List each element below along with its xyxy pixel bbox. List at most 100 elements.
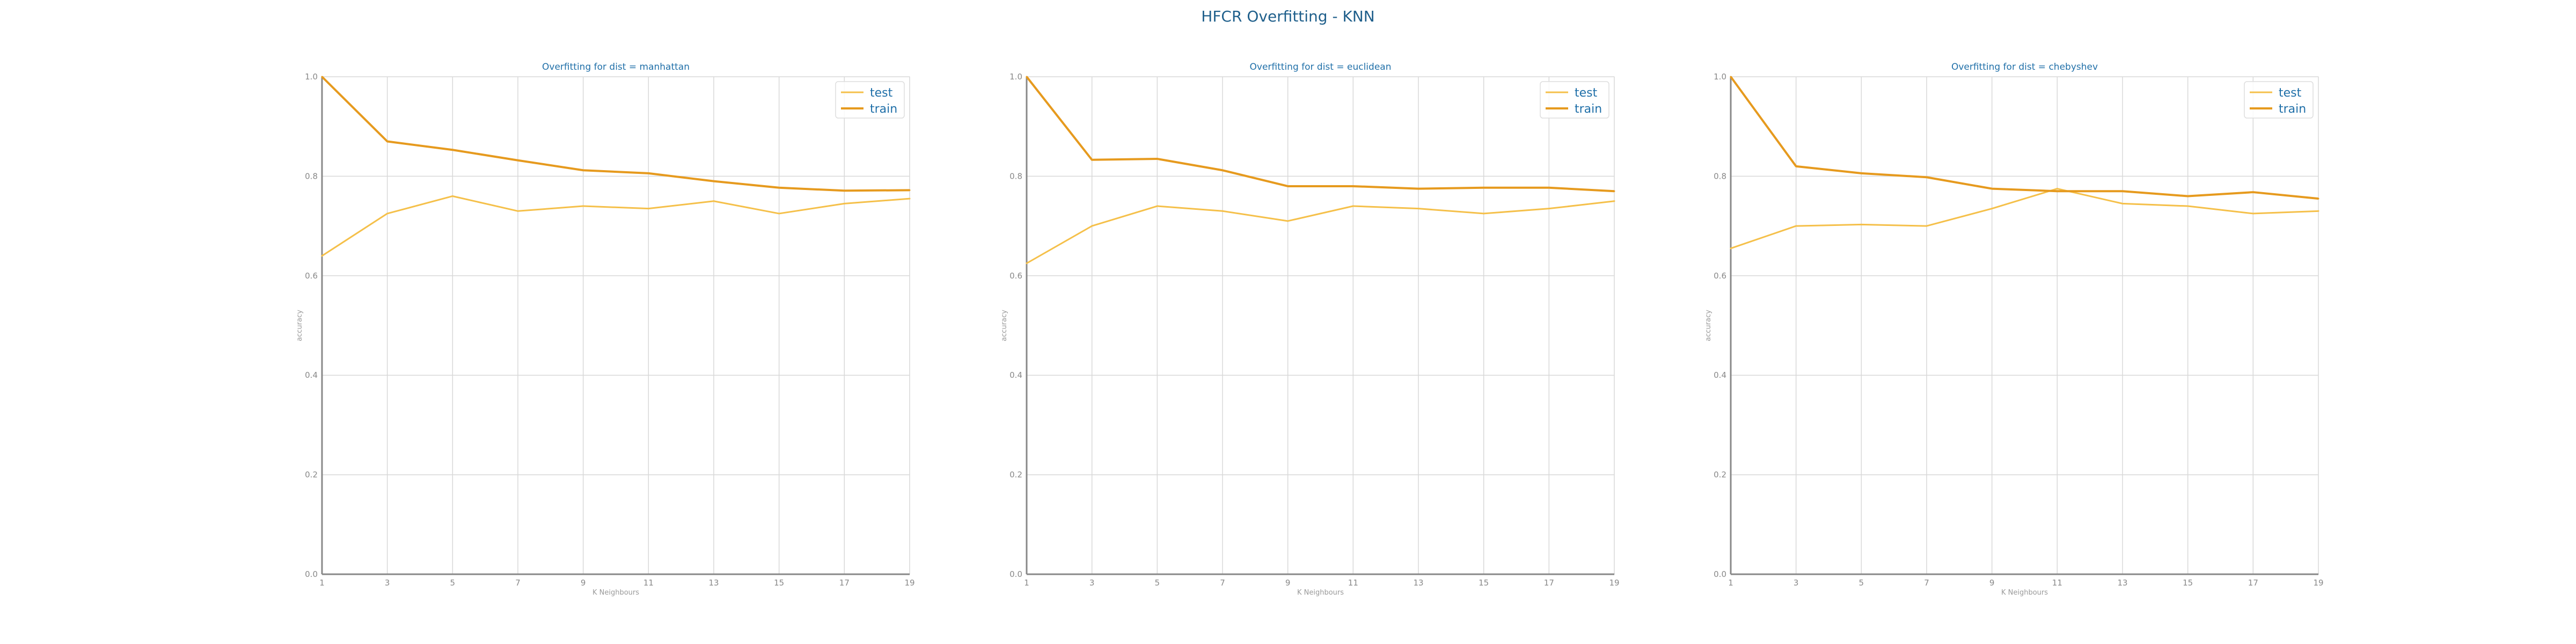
chart-title: Overfitting for dist = euclidean xyxy=(1250,62,1392,72)
data-point-train xyxy=(2056,190,2058,192)
data-point-test xyxy=(713,200,715,202)
series-line-train xyxy=(1730,76,2319,200)
plot-area xyxy=(321,76,910,575)
x-axis-label: K Neighbours xyxy=(1297,589,1344,597)
data-point-train xyxy=(1417,188,1419,190)
data-point-train xyxy=(386,141,389,143)
data-point-test xyxy=(386,213,389,215)
y-tick-label: 0.0 xyxy=(305,569,318,579)
series-line-train xyxy=(321,76,910,192)
data-point-train xyxy=(2317,197,2319,200)
x-tick-label: 7 xyxy=(1924,578,1929,588)
x-tick-label: 15 xyxy=(1479,578,1489,588)
x-tick-label: 15 xyxy=(774,578,784,588)
data-point-test xyxy=(1026,262,1028,265)
legend: test train xyxy=(2244,81,2314,119)
data-point-test xyxy=(843,202,845,204)
data-point-train xyxy=(517,159,519,162)
data-point-train xyxy=(1926,176,1928,178)
x-tick-label: 3 xyxy=(1794,578,1799,588)
x-tick-label: 7 xyxy=(1220,578,1225,588)
data-point-train xyxy=(2252,191,2254,193)
data-point-train xyxy=(2121,190,2124,192)
chart-panel-1: 1 3 5 7 9 11 13 15 17 190.00.20.40.60.81.0Overfit… xyxy=(1000,62,1620,597)
x-tick-label: 1 xyxy=(1728,578,1733,588)
data-point-test xyxy=(582,205,584,207)
y-tick-label: 0.4 xyxy=(1009,370,1022,380)
x-tick-label: 11 xyxy=(2052,578,2062,588)
series-line-test xyxy=(321,195,910,257)
x-axis-label: K Neighbours xyxy=(2001,589,2048,597)
data-point-test xyxy=(1417,208,1419,210)
data-point-test xyxy=(321,255,323,257)
plot-area xyxy=(1730,76,2319,575)
x-tick-label: 11 xyxy=(643,578,654,588)
legend-label-train: train xyxy=(2279,103,2306,116)
x-tick-label: 9 xyxy=(581,578,586,588)
y-tick-label: 0.6 xyxy=(1009,271,1022,281)
data-point-test xyxy=(1860,223,1862,225)
data-point-test xyxy=(909,197,911,200)
plot-area xyxy=(1026,76,1615,575)
chart-title: Overfitting for dist = manhattan xyxy=(542,62,690,72)
data-point-test xyxy=(1287,220,1289,222)
x-tick-label: 17 xyxy=(1544,578,1554,588)
data-point-test xyxy=(778,213,780,215)
x-tick-label: 13 xyxy=(1413,578,1423,588)
x-tick-label: 19 xyxy=(1609,578,1619,588)
data-point-test xyxy=(2056,188,2058,190)
data-point-train xyxy=(1613,190,1615,192)
y-tick-label: 0.8 xyxy=(1009,171,1022,181)
legend-label-test: test xyxy=(870,86,893,100)
figure-title: HFCR Overfitting - KNN xyxy=(1201,8,1375,25)
x-tick-label: 1 xyxy=(1024,578,1029,588)
data-point-train xyxy=(2187,195,2189,197)
data-point-train xyxy=(1860,172,1862,174)
x-tick-label: 15 xyxy=(2183,578,2193,588)
y-tick-label: 0.8 xyxy=(1714,171,1726,181)
data-point-train xyxy=(1287,185,1289,187)
y-tick-label: 0.8 xyxy=(305,171,318,181)
data-point-test xyxy=(1613,200,1615,202)
x-tick-label: 17 xyxy=(2248,578,2258,588)
data-point-train xyxy=(1548,187,1550,189)
y-tick-label: 0.2 xyxy=(1714,470,1726,480)
data-point-test xyxy=(1091,225,1093,227)
data-point-test xyxy=(2252,213,2254,215)
data-point-test xyxy=(2121,202,2124,204)
y-tick-label: 0.0 xyxy=(1714,569,1726,579)
data-point-train xyxy=(843,189,845,192)
data-point-test xyxy=(1221,210,1224,212)
x-tick-label: 13 xyxy=(708,578,719,588)
y-tick-label: 0.4 xyxy=(1714,370,1726,380)
chart-panel-2: 1 3 5 7 9 11 13 15 17 190.00.20.40.60.81.0Overfit… xyxy=(1704,62,2324,597)
data-point-train xyxy=(1991,188,1993,190)
data-point-test xyxy=(1548,208,1550,210)
legend: test train xyxy=(1540,81,1609,119)
y-tick-label: 1.0 xyxy=(1009,72,1022,82)
data-point-train xyxy=(778,187,780,189)
data-point-test xyxy=(2187,205,2189,207)
data-point-train xyxy=(713,180,715,182)
data-point-train xyxy=(1221,169,1224,171)
x-tick-label: 5 xyxy=(1155,578,1160,588)
data-point-test xyxy=(1352,205,1354,207)
data-point-train xyxy=(1026,76,1028,78)
series-line-train xyxy=(1026,76,1615,193)
y-axis-label: accuracy xyxy=(1000,310,1008,341)
x-tick-label: 13 xyxy=(2117,578,2127,588)
data-point-train xyxy=(1483,187,1485,189)
data-point-train xyxy=(1730,76,1732,78)
x-tick-label: 5 xyxy=(1859,578,1864,588)
series-line-test xyxy=(1026,200,1615,264)
x-tick-label: 17 xyxy=(839,578,850,588)
y-tick-label: 0.6 xyxy=(1714,271,1726,281)
y-tick-label: 0.6 xyxy=(305,271,318,281)
y-tick-label: 0.0 xyxy=(1009,569,1022,579)
series-line-test xyxy=(1730,188,2319,250)
y-tick-label: 1.0 xyxy=(305,72,318,82)
data-point-test xyxy=(2317,210,2319,212)
data-point-train xyxy=(647,172,649,174)
y-axis-label: accuracy xyxy=(296,310,304,341)
